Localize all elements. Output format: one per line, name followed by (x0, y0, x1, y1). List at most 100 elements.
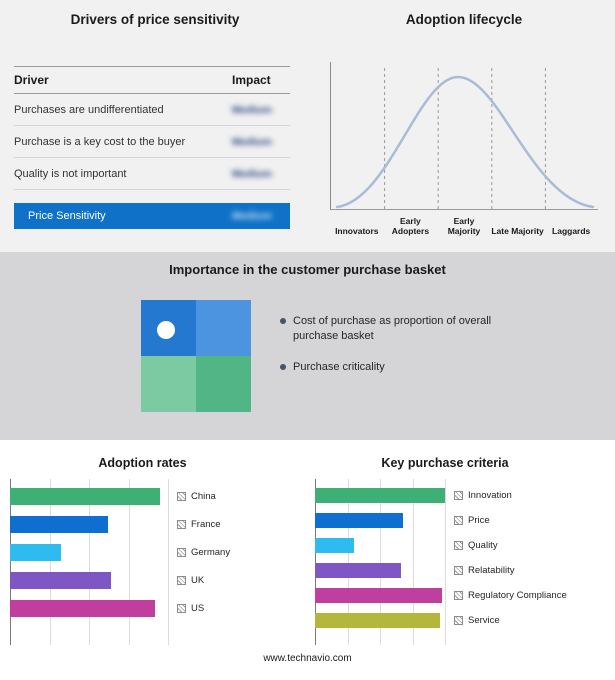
legend-item: France (177, 519, 221, 530)
bar-track (315, 613, 445, 628)
bar-track (315, 538, 445, 553)
quad-top-right (196, 300, 251, 356)
drivers-table-header: Driver Impact (14, 66, 290, 94)
gridline (380, 479, 381, 645)
bar-germany (10, 544, 61, 561)
legend-swatch-icon (177, 548, 186, 557)
chart-row: Quality (315, 538, 610, 553)
legend-item: Innovation (454, 490, 512, 501)
adoption-rates-title: Adoption rates (98, 456, 187, 470)
lifecycle-plot (330, 62, 598, 210)
legend-label: Service (468, 615, 500, 626)
legend-label: France (191, 519, 221, 530)
legend-swatch-icon (177, 576, 186, 585)
chart-row: China (10, 488, 300, 505)
stage-label: Early Adopters (391, 215, 430, 236)
legend-item: Quality (454, 540, 498, 551)
stage-label: Early Majority (447, 215, 481, 236)
legend-label: Innovation (468, 490, 512, 501)
chart-row: US (10, 600, 300, 617)
chart-row: Germany (10, 544, 300, 561)
bottom-section-background (0, 440, 615, 680)
stage-label: Innovators (335, 225, 379, 236)
legend-item: UK (177, 575, 204, 586)
driver-label: Purchase is a key cost to the buyer (14, 135, 186, 148)
bar-track (10, 544, 168, 561)
chart-row: Innovation (315, 488, 610, 503)
basket-bullet-list: Cost of purchase as proportion of overal… (280, 314, 508, 391)
bar-china (10, 488, 161, 505)
quad-top-left (141, 300, 196, 356)
legend-item: China (177, 491, 216, 502)
bell-curve-path (335, 75, 595, 209)
highlight-dot-icon (157, 321, 175, 339)
legend-label: Relatability (468, 565, 515, 576)
price-sensitivity-impact-blurred: Medium (232, 210, 272, 222)
legend-label: Price (468, 515, 490, 526)
stage-label: Late Majority (491, 225, 544, 236)
legend-swatch-icon (454, 591, 463, 600)
bar-price (315, 513, 404, 528)
middle-band-background (0, 252, 615, 440)
driver-row: Purchase is a key cost to the buyer Mediu… (14, 126, 290, 158)
lifecycle-panel-title: Adoption lifecycle (405, 12, 523, 27)
bar-service (315, 613, 440, 628)
website-footer: www.technavio.com (263, 653, 352, 664)
purchase-criteria-title: Key purchase criteria (381, 456, 509, 470)
legend-swatch-icon (454, 516, 463, 525)
drivers-panel-title: Drivers of price sensitivity (70, 12, 240, 27)
legend-item: Price (454, 515, 490, 526)
driver-label: Quality is not important (14, 167, 127, 180)
legend-item: Relatability (454, 565, 514, 576)
legend-swatch-icon (177, 520, 186, 529)
legend-label: Quality (468, 540, 498, 551)
legend-swatch-icon (454, 566, 463, 575)
bar-track (315, 563, 445, 578)
gridline (412, 479, 414, 645)
price-sensitivity-row: Price Sensitivity Medium (14, 203, 290, 229)
bar-innovation (315, 488, 445, 503)
bar-uk (10, 572, 112, 589)
chart-row: Price (315, 513, 610, 528)
gridline (128, 479, 130, 645)
drivers-table-rows: Purchases are undifferentiated Medium Purc… (14, 94, 290, 190)
y-axis-line (10, 479, 11, 645)
stage-label: Laggards (552, 225, 591, 236)
driver-row: Purchases are undifferentiated Medium (14, 94, 290, 126)
driver-label: Purchases are undifferentiated (14, 103, 164, 116)
legend-label: China (191, 491, 216, 502)
legend-label: Regulatory Compliance (468, 590, 567, 601)
bell-curve-chart (335, 68, 595, 210)
driver-row: Quality is not important Medium (14, 158, 290, 190)
legend-label: US (191, 603, 205, 614)
legend-swatch-icon (454, 541, 463, 550)
bar-track (10, 516, 168, 533)
lifecycle-stage-labels: Innovators Early Adopters Early Majority La… (330, 212, 598, 236)
chart-row: Regulatory Compliance (315, 588, 610, 603)
driver-column-header: Driver (14, 73, 49, 87)
bar-quality (315, 538, 354, 553)
impact-column-header: Impact (232, 73, 271, 87)
legend-item: Regulatory Compliance (454, 590, 567, 601)
bar-france (10, 516, 108, 533)
purchase-basket-quad-graphic (141, 300, 251, 412)
bar-us (10, 600, 156, 617)
bar-track (10, 600, 168, 617)
quad-bottom-right (196, 356, 251, 412)
legend-swatch-icon (177, 604, 186, 613)
legend-swatch-icon (454, 491, 463, 500)
basket-panel-title: Importance in the customer purchase bask… (169, 262, 446, 277)
adoption-rates-rows: China France Germany UK US (10, 479, 300, 617)
bar-track (315, 488, 445, 503)
legend-label: UK (191, 575, 205, 586)
purchase-criteria-chart: Innovation Price Quality Relatability Regula… (315, 479, 610, 649)
quad-bottom-left (141, 356, 196, 412)
legend-swatch-icon (454, 616, 463, 625)
impact-value-blurred: Medium (232, 103, 272, 116)
legend-item: Service (454, 615, 500, 626)
basket-bullet-item: Cost of purchase as proportion of overal… (280, 314, 508, 344)
y-axis-line (315, 479, 316, 645)
legend-label: Germany (191, 547, 231, 558)
chart-row: Service (315, 613, 610, 628)
